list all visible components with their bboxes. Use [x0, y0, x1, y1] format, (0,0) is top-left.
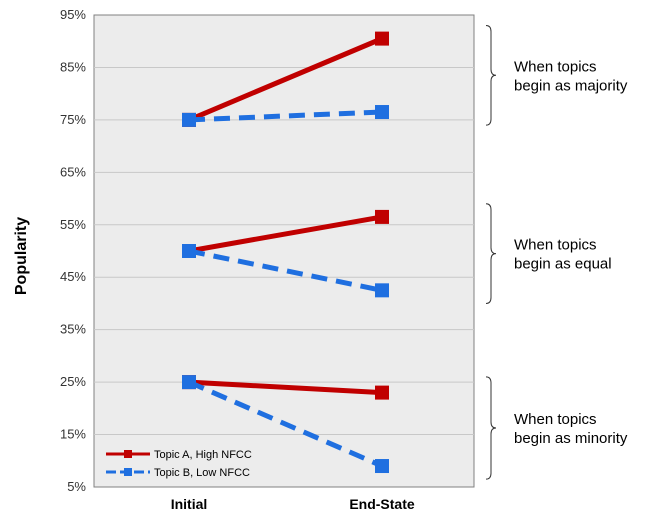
annotation-brace [485, 376, 497, 480]
y-tick-label: 95% [60, 7, 86, 22]
legend-marker [124, 468, 132, 476]
series-line-topic-b-minority [188, 379, 383, 469]
series-line-topic-a-minority [188, 379, 383, 396]
annotation-brace [485, 24, 497, 126]
legend-label: Topic A, High NFCC [154, 449, 252, 461]
y-tick-label: 65% [60, 164, 86, 179]
annotation-brace [485, 203, 497, 304]
y-tick-label: 5% [67, 479, 86, 494]
data-point-topic-b-equal [182, 244, 196, 258]
y-tick-label: 75% [60, 112, 86, 127]
legend-marker [124, 450, 132, 458]
plot-area [93, 14, 475, 488]
data-point-topic-a-minority [375, 385, 389, 400]
series-line-topic-a-majority [188, 36, 383, 123]
data-point-topic-b-majority [375, 105, 389, 120]
legend-label: Topic B, Low NFCC [154, 467, 250, 479]
x-tick-label: Initial [171, 496, 208, 512]
data-point-topic-a-equal [375, 209, 389, 224]
y-tick-label: 15% [60, 427, 86, 442]
y-axis-title: Popularity [13, 217, 30, 295]
y-tick-label: 55% [60, 217, 86, 232]
annotation-text: begin as majority [514, 77, 628, 94]
data-point-topic-b-equal [375, 283, 389, 298]
annotation-text: When topics [514, 237, 597, 254]
annotation-text: When topics [514, 411, 597, 428]
series-line-topic-b-equal [188, 248, 383, 293]
x-tick-label: End-State [349, 496, 415, 512]
series-line-topic-b-majority [188, 109, 383, 123]
annotation-text: When topics [514, 58, 597, 75]
data-point-topic-b-minority [182, 375, 196, 390]
annotation-text: begin as equal [514, 256, 612, 273]
y-tick-label: 25% [60, 374, 86, 389]
annotation-text: begin as minority [514, 430, 628, 447]
y-tick-label: 45% [60, 269, 86, 284]
y-tick-label: 35% [60, 322, 86, 337]
data-point-topic-b-majority [182, 112, 196, 127]
y-tick-label: 85% [60, 59, 86, 74]
series-line-topic-a-equal [188, 214, 383, 254]
data-point-topic-b-minority [375, 459, 389, 474]
data-point-topic-a-majority [375, 31, 389, 46]
